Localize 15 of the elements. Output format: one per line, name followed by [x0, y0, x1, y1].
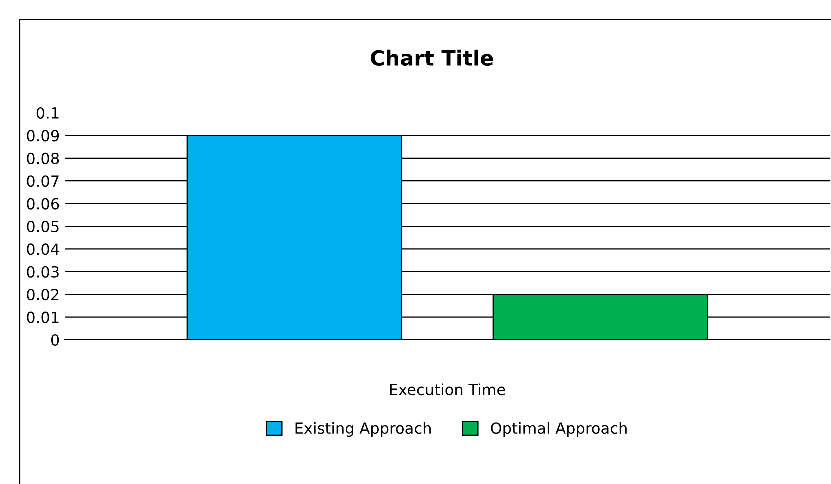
- legend-label: Existing Approach: [296, 422, 431, 438]
- x-axis-title: Execution Time: [390, 384, 506, 396]
- y-tick-label: 0.09: [27, 130, 60, 142]
- y-tick-label: 0.08: [27, 152, 60, 164]
- y-tick-label: 0.04: [27, 244, 60, 256]
- y-tick-label: 0.01: [27, 312, 59, 324]
- chart-title: Chart Title: [371, 50, 494, 66]
- y-tick-label: 0.05: [27, 220, 59, 233]
- y-tick-label: 0.07: [27, 176, 59, 188]
- legend-label: Optimal Approach: [491, 422, 627, 438]
- y-tick-label: 0: [51, 334, 60, 346]
- y-tick-label: 0.02: [27, 289, 59, 301]
- y-tick-label: 0.06: [27, 198, 60, 210]
- y-tick-label: 0.1: [36, 107, 59, 120]
- y-tick-label: 0.03: [27, 266, 59, 278]
